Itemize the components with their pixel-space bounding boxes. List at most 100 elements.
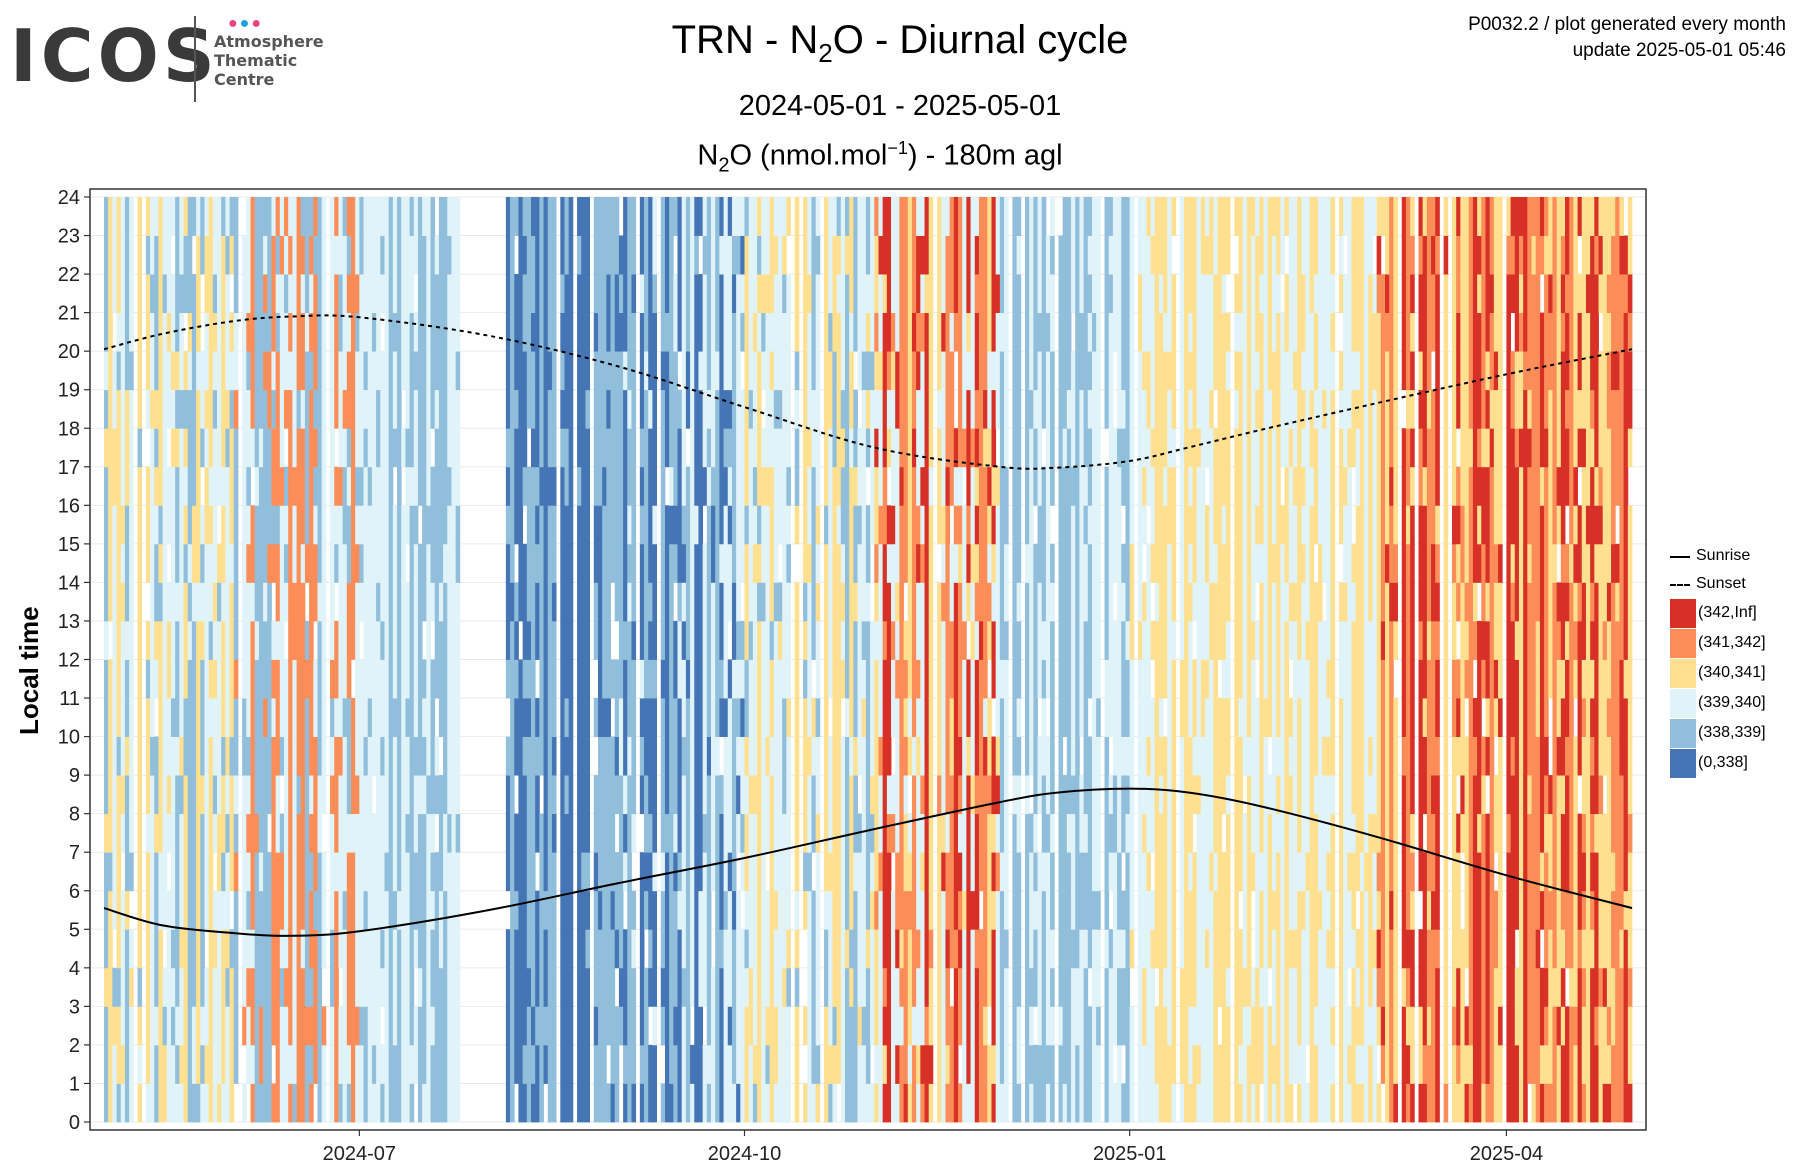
heatmap-cell <box>371 389 377 429</box>
heatmap-cell <box>1037 659 1043 699</box>
heatmap-cell <box>769 736 775 776</box>
heatmap-cell <box>815 312 821 352</box>
heatmap-cell <box>246 1006 251 1046</box>
heatmap-cell <box>254 1044 260 1084</box>
heatmap-cell <box>606 428 611 468</box>
heatmap-cell <box>321 312 327 352</box>
heatmap-cell <box>531 813 536 853</box>
heatmap-cell <box>1004 351 1009 391</box>
heatmap-cell <box>183 428 189 468</box>
heatmap-cell <box>129 775 134 815</box>
heatmap-cell <box>313 274 318 314</box>
heatmap-cell <box>983 736 988 776</box>
heatmap-cell <box>949 775 955 815</box>
heatmap-cell <box>631 582 637 622</box>
heatmap-cell <box>430 312 436 352</box>
heatmap-cell <box>522 582 528 622</box>
heatmap-cell <box>685 466 691 506</box>
heatmap-cell <box>631 543 637 583</box>
heatmap-cell <box>564 505 570 545</box>
heatmap-cell <box>840 775 846 815</box>
heatmap-cell <box>962 1083 967 1123</box>
heatmap-cell <box>246 736 251 776</box>
heatmap-cell <box>882 197 888 236</box>
heatmap-cell <box>690 543 695 583</box>
heatmap-cell <box>116 736 122 776</box>
heatmap-cell <box>338 698 344 737</box>
heatmap-cell <box>292 967 297 1007</box>
heatmap-cell <box>945 736 951 776</box>
heatmap-cell <box>438 1044 444 1084</box>
heatmap-cell <box>430 389 436 429</box>
heatmap-cell <box>794 389 800 429</box>
heatmap-cell <box>346 582 352 622</box>
heatmap-cell <box>593 1006 599 1046</box>
heatmap-cell <box>882 929 888 969</box>
heatmap-cell <box>455 929 461 969</box>
heatmap-cell <box>145 1083 151 1123</box>
heatmap-cell <box>953 505 959 545</box>
heatmap-cell <box>786 274 791 314</box>
heatmap-cell <box>250 428 256 468</box>
heatmap-cell <box>397 890 402 930</box>
heatmap-cell <box>719 1044 724 1084</box>
heatmap-cell <box>200 890 205 930</box>
heatmap-cell <box>1079 620 1084 660</box>
heatmap-cell <box>1016 274 1022 314</box>
heatmap-cell <box>652 775 657 815</box>
heatmap-cell <box>740 620 745 660</box>
heatmap-cell <box>330 1083 335 1123</box>
heatmap-cell <box>225 736 230 776</box>
heatmap-cell <box>330 351 335 391</box>
heatmap-cell <box>250 929 256 969</box>
heatmap-cell <box>937 890 942 930</box>
heatmap-cell <box>367 698 373 737</box>
heatmap-cell <box>941 813 946 853</box>
heatmap-cell <box>958 235 963 275</box>
heatmap-cell <box>162 505 168 545</box>
heatmap-cell <box>522 543 528 583</box>
heatmap-cell <box>1012 582 1018 622</box>
heatmap-cell <box>723 1044 729 1084</box>
heatmap-cell <box>350 235 356 275</box>
heatmap-cell <box>438 466 444 506</box>
heatmap-cell <box>744 1044 750 1084</box>
heatmap-cell <box>1075 1006 1080 1046</box>
heatmap-cell <box>970 698 976 737</box>
heatmap-cell <box>593 813 599 853</box>
heatmap-cell <box>1033 351 1038 391</box>
heatmap-cell <box>233 1044 239 1084</box>
heatmap-cell <box>840 659 846 699</box>
heatmap-cell <box>577 351 582 391</box>
heatmap-cell <box>911 582 917 622</box>
heatmap-cell <box>547 1083 553 1123</box>
heatmap-cell <box>610 852 616 892</box>
heatmap-cell <box>593 890 599 930</box>
heatmap-cell <box>832 274 838 314</box>
heatmap-cell <box>1062 813 1068 853</box>
heatmap-cell <box>853 274 858 314</box>
heatmap-cell <box>891 967 896 1007</box>
heatmap-cell <box>731 736 737 776</box>
heatmap-cell <box>970 428 976 468</box>
heatmap-cell <box>124 890 130 930</box>
heatmap-cell <box>782 929 787 969</box>
heatmap-cell <box>1033 197 1038 236</box>
heatmap-cell <box>991 274 997 314</box>
heatmap-cell <box>510 1044 515 1084</box>
heatmap-cell <box>782 890 787 930</box>
heatmap-cell <box>1104 582 1110 622</box>
heatmap-cell <box>815 659 821 699</box>
heatmap-cell <box>644 736 649 776</box>
heatmap-cell <box>870 775 875 815</box>
heatmap-cell <box>744 1006 750 1046</box>
heatmap-cell <box>882 813 888 853</box>
heatmap-cell <box>970 466 976 506</box>
heatmap-cell <box>1029 620 1034 660</box>
heatmap-cell <box>1041 890 1047 930</box>
heatmap-cell <box>1033 543 1038 583</box>
heatmap-cell <box>145 197 151 236</box>
heatmap-cell <box>1066 890 1072 930</box>
heatmap-cell <box>179 351 184 391</box>
heatmap-cell <box>413 1006 419 1046</box>
